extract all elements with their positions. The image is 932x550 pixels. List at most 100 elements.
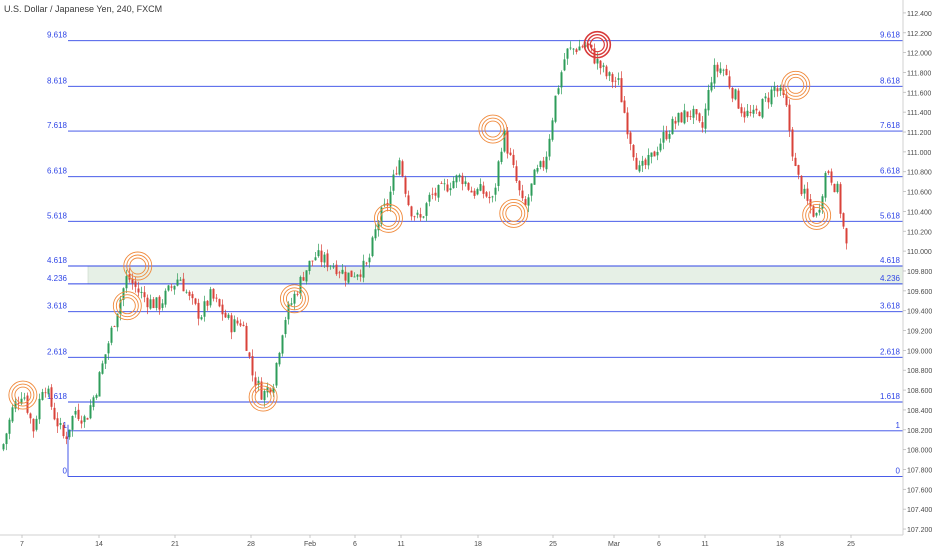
x-tick-label: 18 [776, 541, 784, 548]
candle-body [86, 418, 89, 420]
candle-body [545, 156, 548, 170]
candle-body [482, 185, 485, 194]
candle-body [251, 356, 254, 376]
touch-marker [373, 203, 403, 233]
candle-body [725, 68, 728, 76]
candle-body [503, 130, 506, 152]
candle-body [572, 48, 575, 50]
candle-body [476, 189, 479, 195]
time-axis[interactable]: 7 14 21 28 Feb 6 11 18 25 Mar 6 11 18 25 [20, 535, 855, 548]
y-tick-label: 112.000 [907, 51, 932, 58]
y-tick-label: 111.800 [907, 70, 931, 77]
chart-title: U.S. Dollar / Japanese Yen, 240, FXCM [4, 4, 163, 14]
fib-level-label-left: 1.618 [47, 392, 68, 401]
candle-body [167, 285, 170, 291]
candle-body [218, 299, 221, 307]
candle-body [731, 87, 734, 99]
candle-body [593, 48, 596, 64]
x-tick-label: 6 [657, 541, 661, 548]
candle-body [422, 216, 425, 218]
candle-body [110, 327, 113, 343]
candle-body [134, 281, 137, 287]
candle-body [125, 276, 128, 289]
candle-body [107, 343, 110, 354]
fib-level-label-left: 1 [63, 421, 68, 430]
candle-body [320, 250, 323, 263]
candle-body [260, 381, 263, 400]
touch-marker [248, 382, 278, 412]
candle-body [803, 188, 806, 194]
candle-body [23, 397, 26, 399]
y-tick-label: 110.600 [907, 190, 932, 197]
candle-body [293, 293, 296, 304]
candle-body [800, 175, 803, 195]
candle-body [356, 274, 359, 277]
candle-body [656, 151, 659, 156]
candle-body [335, 264, 338, 275]
candle-body [683, 110, 686, 124]
candle-body [806, 188, 809, 201]
candle-body [431, 193, 434, 195]
candle-body [302, 277, 305, 281]
fib-level-label-right: 3.618 [880, 302, 901, 311]
candle-body [704, 108, 707, 129]
touch-marker [781, 70, 811, 100]
price-axis[interactable]: 107.200 107.400 107.600 107.800 108.000 108.2… [903, 11, 932, 534]
candle-body [332, 266, 335, 268]
candle-body [689, 116, 692, 117]
y-tick-label: 110.800 [907, 170, 932, 177]
fib-level-label-left: 8.618 [47, 76, 68, 85]
candle-body [329, 265, 332, 267]
candle-body [413, 216, 416, 218]
candle-body [161, 303, 164, 308]
candle-body [791, 129, 794, 157]
y-tick-label: 110.000 [907, 249, 932, 256]
touch-marker [123, 251, 153, 281]
candle-body [539, 161, 542, 167]
candle-body [677, 112, 680, 123]
candle-body [194, 298, 197, 304]
touch-marker [499, 198, 529, 228]
candle-body [812, 206, 815, 217]
candle-body [779, 87, 782, 91]
candle-body [17, 403, 20, 404]
candle-body [506, 131, 509, 154]
candle-body [80, 420, 83, 424]
fib-level-label-right: 6.618 [880, 167, 901, 176]
price-zone [87, 265, 904, 285]
candle-body [530, 183, 533, 196]
y-tick-label: 110.400 [907, 209, 932, 216]
candle-body [83, 416, 86, 423]
candle-body [392, 174, 395, 191]
candle-body [191, 294, 194, 299]
candle-body [494, 187, 497, 195]
candle-body [245, 325, 248, 351]
candle-body [395, 173, 398, 175]
candle-body [221, 304, 224, 315]
candle-body [407, 195, 410, 206]
candle-body [713, 64, 716, 84]
candle-body [674, 120, 677, 124]
fib-level-label-right: 2.618 [880, 347, 901, 356]
candle-body [599, 60, 602, 69]
candle-body [524, 199, 527, 206]
candle-body [605, 66, 608, 77]
candle-body [692, 108, 695, 118]
candle-body [380, 207, 383, 225]
candle-body [239, 323, 242, 326]
candle-body [467, 182, 470, 190]
candle-body [737, 90, 740, 109]
fib-level-label-left: 6.618 [47, 167, 68, 176]
fib-level-label-right: 0 [896, 466, 901, 475]
candle-body [338, 272, 341, 274]
candle-body [785, 94, 788, 106]
candle-body [200, 317, 203, 320]
fib-level-label-left: 3.618 [47, 302, 68, 311]
candle-body [143, 292, 146, 298]
candle-body [491, 196, 494, 198]
candle-body [89, 405, 92, 419]
candle-body [212, 288, 215, 299]
candle-body [449, 188, 452, 191]
candle-body [254, 377, 257, 386]
